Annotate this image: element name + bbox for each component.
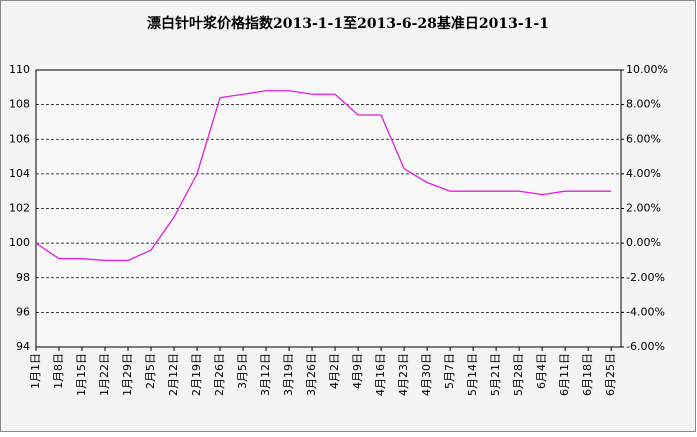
y2-tick-label: 0.00% xyxy=(626,236,661,249)
y-tick-label: 104 xyxy=(9,167,30,180)
x-tick-label: 4月30日 xyxy=(420,353,433,396)
x-tick-label: 3月5日 xyxy=(236,353,249,389)
x-tick-label: 3月26日 xyxy=(305,353,318,396)
y-tick-label: 96 xyxy=(16,305,30,318)
y-tick-label: 98 xyxy=(16,271,30,284)
x-tick-label: 6月25日 xyxy=(604,353,617,396)
x-tick-label: 2月19日 xyxy=(190,353,203,396)
x-tick-label: 3月12日 xyxy=(259,353,272,396)
x-tick-label: 4月9日 xyxy=(351,353,364,389)
x-tick-label: 4月23日 xyxy=(397,353,410,396)
x-tick-label: 1月15日 xyxy=(75,353,88,396)
y-tick-label: 100 xyxy=(9,236,30,249)
y-tick-label: 110 xyxy=(9,63,30,76)
x-tick-label: 5月28日 xyxy=(512,353,525,396)
y2-tick-label: -2.00% xyxy=(626,271,665,284)
x-tick-label: 2月5日 xyxy=(144,353,157,389)
x-tick-label: 2月12日 xyxy=(167,353,180,396)
y2-tick-label: 2.00% xyxy=(626,202,661,215)
x-tick-label: 1月22日 xyxy=(98,353,111,396)
x-tick-label: 3月19日 xyxy=(282,353,295,396)
x-tick-label: 1月8日 xyxy=(52,353,65,389)
chart-title: 漂白针叶浆价格指数2013-1-1至2013-6-28基准日2013-1-1 xyxy=(147,15,549,32)
y2-tick-label: -6.00% xyxy=(626,340,665,353)
x-tick-label: 4月16日 xyxy=(374,353,387,396)
y-tick-label: 108 xyxy=(9,98,30,111)
y2-tick-label: 10.00% xyxy=(626,63,668,76)
x-tick-label: 1月1日 xyxy=(29,353,42,389)
x-tick-label: 6月11日 xyxy=(558,353,571,396)
y-tick-label: 102 xyxy=(9,202,30,215)
x-tick-label: 2月26日 xyxy=(213,353,226,396)
x-tick-label: 5月7日 xyxy=(443,353,456,389)
x-tick-label: 1月29日 xyxy=(121,353,134,396)
line-series xyxy=(35,90,612,262)
x-tick-label: 4月2日 xyxy=(328,353,341,389)
x-tick-label: 6月4日 xyxy=(535,353,548,389)
y2-tick-label: 8.00% xyxy=(626,98,661,111)
y-tick-label: 106 xyxy=(9,132,30,145)
x-tick-label: 6月18日 xyxy=(581,353,594,396)
x-tick-label: 5月21日 xyxy=(489,353,502,396)
y2-tick-label: 6.00% xyxy=(626,132,661,145)
y2-tick-label: -4.00% xyxy=(626,305,665,318)
x-tick-label: 5月14日 xyxy=(466,353,479,396)
y2-tick-label: 4.00% xyxy=(626,167,661,180)
y-tick-label: 94 xyxy=(16,340,30,353)
